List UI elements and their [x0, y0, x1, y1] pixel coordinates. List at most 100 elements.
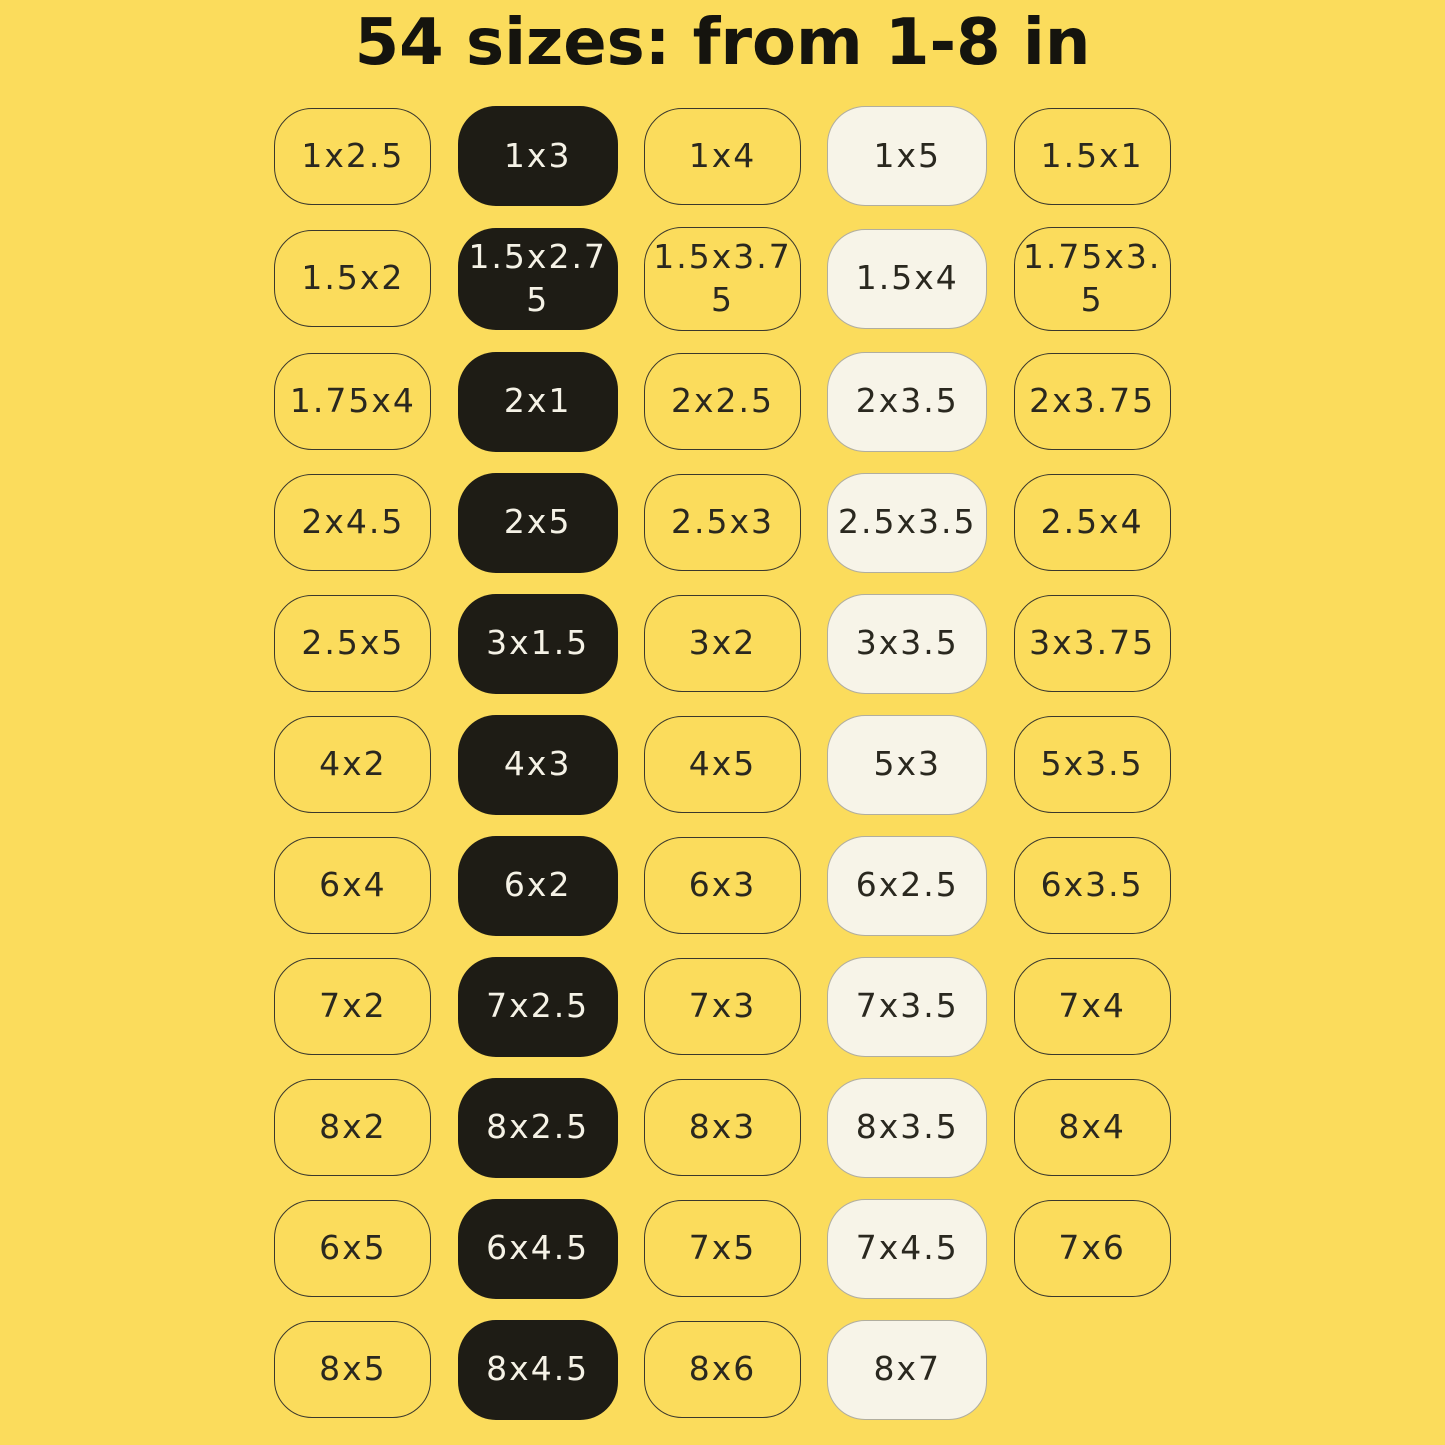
- size-pill-7x3.5: 7x3.5: [827, 956, 988, 1057]
- size-label: 3x3.75: [1029, 623, 1156, 663]
- size-pill-6x2.5: 6x2.5: [827, 835, 988, 936]
- size-label: 6x2.5: [855, 865, 959, 905]
- size-label: 8x2.5: [486, 1107, 590, 1147]
- size-label: 2x1: [503, 381, 572, 421]
- size-label: 1x5: [873, 135, 942, 175]
- size-label: 8x5: [319, 1349, 387, 1389]
- size-label: 1.5x1: [1040, 135, 1144, 175]
- size-pill-8x7: 8x7: [827, 1319, 988, 1420]
- size-label: 7x4: [1058, 986, 1126, 1026]
- size-pill-8x6: 8x6: [643, 1321, 801, 1419]
- size-label: 1.5x3.75: [653, 237, 792, 319]
- size-label: 2.5x3.5: [838, 502, 977, 542]
- size-label: 2x3.5: [855, 381, 959, 421]
- size-pill-7x5: 7x5: [643, 1200, 801, 1298]
- size-label: 8x7: [873, 1349, 942, 1389]
- size-pill-2x2.5: 2x2.5: [643, 353, 801, 451]
- size-label: 3x3.5: [855, 623, 959, 663]
- size-label: 7x4.5: [855, 1228, 959, 1268]
- size-pill-8x3: 8x3: [643, 1079, 801, 1177]
- size-label: 6x5: [319, 1228, 387, 1268]
- size-label: 3x2: [688, 623, 757, 663]
- size-label: 6x2: [503, 865, 572, 905]
- size-pill-2x3.75: 2x3.75: [1013, 353, 1171, 451]
- size-pill-8x5: 8x5: [274, 1321, 432, 1419]
- size-label: 8x6: [688, 1349, 757, 1389]
- size-pill-1x2.5: 1x2.5: [274, 107, 432, 205]
- size-pill-3x1.5: 3x1.5: [457, 593, 618, 694]
- size-pill-3x2: 3x2: [643, 595, 801, 693]
- size-label: 2x4.5: [301, 502, 405, 542]
- size-pill-1x3: 1x3: [457, 106, 618, 206]
- size-label: 1.5x2: [301, 258, 405, 298]
- size-label: 5x3: [873, 744, 942, 784]
- size-label: 6x3.5: [1040, 865, 1144, 905]
- size-pill-3x3.75: 3x3.75: [1013, 595, 1171, 693]
- size-pill-7x6: 7x6: [1013, 1200, 1171, 1298]
- size-label: 2x5: [503, 502, 572, 542]
- size-label: 7x3.5: [855, 986, 959, 1026]
- size-pill-8x2: 8x2: [274, 1079, 432, 1177]
- size-pill-7x2: 7x2: [274, 958, 432, 1056]
- size-pill-6x5: 6x5: [274, 1200, 432, 1298]
- size-pill-7x4.5: 7x4.5: [827, 1198, 988, 1299]
- size-label: 1x2.5: [301, 135, 405, 175]
- size-pill-8x3.5: 8x3.5: [827, 1077, 988, 1178]
- size-pill-2.5x3: 2.5x3: [643, 474, 801, 572]
- size-pill-3x3.5: 3x3.5: [827, 593, 988, 694]
- size-label: 6x4.5: [486, 1228, 590, 1268]
- size-label: 6x4: [319, 865, 387, 905]
- size-label: 4x3: [503, 744, 572, 784]
- size-pill-4x5: 4x5: [643, 716, 801, 814]
- size-label: 4x2: [319, 744, 387, 784]
- size-pill-8x2.5: 8x2.5: [457, 1077, 618, 1178]
- size-pill-4x2: 4x2: [274, 716, 432, 814]
- size-label: 8x4.5: [486, 1349, 590, 1389]
- size-pill-1.5x4: 1.5x4: [827, 228, 988, 329]
- size-label: 1.75x4: [289, 381, 416, 421]
- size-pill-1x5: 1x5: [827, 106, 988, 206]
- size-pill-6x4: 6x4: [274, 837, 432, 935]
- size-pill-2x1: 2x1: [457, 351, 618, 452]
- size-label: 2x2.5: [670, 381, 774, 421]
- size-label: 7x2.5: [486, 986, 590, 1026]
- size-label: 8x3.5: [855, 1107, 959, 1147]
- size-pill-2.5x3.5: 2.5x3.5: [827, 472, 988, 573]
- size-pill-1x4: 1x4: [643, 107, 801, 205]
- size-pill-7x2.5: 7x2.5: [457, 956, 618, 1057]
- page-title: 54 sizes: from 1-8 in: [354, 6, 1091, 80]
- size-label: 2.5x5: [301, 623, 405, 663]
- size-label: 7x5: [688, 1228, 757, 1268]
- size-pill-4x3: 4x3: [457, 714, 618, 815]
- size-pill-1.5x1: 1.5x1: [1013, 107, 1171, 205]
- size-pill-8x4.5: 8x4.5: [457, 1319, 618, 1420]
- size-pill-1.75x4: 1.75x4: [274, 353, 432, 451]
- size-pill-2.5x4: 2.5x4: [1013, 474, 1171, 572]
- size-pill-7x4: 7x4: [1013, 958, 1171, 1056]
- size-pill-6x3: 6x3: [643, 837, 801, 935]
- size-pill-6x3.5: 6x3.5: [1013, 837, 1171, 935]
- size-label: 6x3: [688, 865, 757, 905]
- size-label: 3x1.5: [486, 623, 590, 663]
- size-label: 1x4: [688, 135, 757, 175]
- size-label: 7x2: [319, 986, 387, 1026]
- size-pill-1.5x3.75: 1.5x3.75: [643, 227, 801, 331]
- size-pill-5x3.5: 5x3.5: [1013, 716, 1171, 814]
- size-pill-8x4: 8x4: [1013, 1079, 1171, 1177]
- size-label: 8x2: [319, 1107, 387, 1147]
- size-label: 8x4: [1058, 1107, 1126, 1147]
- size-pill-1.75x3.5: 1.75x3.5: [1013, 227, 1171, 331]
- size-grid: 1x2.5 1x3 1x4 1x5 1.5x1 1.5x2 1.5x2.75 1.5x3.75…: [273, 106, 1173, 1420]
- size-label: 2.5x4: [1040, 502, 1144, 542]
- size-label: 1x3: [503, 135, 572, 175]
- size-label: 1.5x4: [855, 258, 959, 298]
- size-label: 7x3: [688, 986, 757, 1026]
- size-label: 1.75x3.5: [1022, 237, 1162, 319]
- size-label: 2.5x3: [670, 502, 774, 542]
- size-label: 7x6: [1058, 1228, 1126, 1268]
- size-pill-2x5: 2x5: [457, 472, 618, 573]
- size-pill-2x4.5: 2x4.5: [274, 474, 432, 572]
- size-label: 1.5x2.75: [468, 237, 607, 319]
- size-pill-1.5x2.75: 1.5x2.75: [457, 228, 618, 330]
